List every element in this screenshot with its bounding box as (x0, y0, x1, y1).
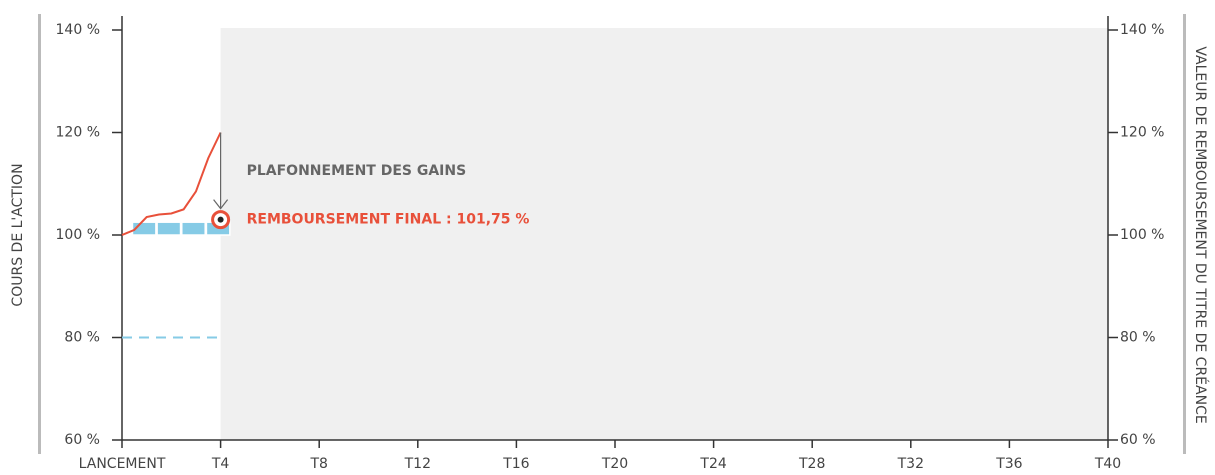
left-edge-bar (38, 14, 41, 454)
y2-tick-label: 60 % (1120, 432, 1156, 448)
page: {"chart_data": {"type": "line", "ylabel"… (0, 0, 1215, 475)
y-tick-label: 80 % (64, 330, 100, 346)
x-tick-label: T12 (404, 456, 431, 472)
x-tick-label: T16 (502, 456, 529, 472)
y2-tick-label: 120 % (1120, 125, 1164, 141)
x-tick-label: LANCEMENT (79, 456, 166, 472)
x-tick-label: T8 (309, 456, 327, 472)
y2-tick-label: 140 % (1120, 22, 1164, 38)
x-tick-label: T32 (897, 456, 924, 472)
final-marker-dot (218, 217, 224, 223)
x-tick-label: T20 (601, 456, 628, 472)
y2-axis-label: VALEUR DE REMBOURSEMENT DU TITRE DE CRÉA… (1192, 46, 1209, 423)
x-tick-label: T36 (995, 456, 1022, 472)
chart: COURS DE L'ACTION VALEUR DE REMBOURSEMEN… (0, 0, 1215, 475)
y-tick-label: 100 % (56, 227, 100, 243)
cap-annotation: PLAFONNEMENT DES GAINS (247, 163, 467, 179)
y2-tick-label: 100 % (1120, 227, 1164, 243)
y2-tick-label: 80 % (1120, 330, 1156, 346)
y-tick-label: 120 % (56, 125, 100, 141)
future-area (221, 28, 1108, 440)
x-tick-label: T4 (211, 456, 230, 472)
final-annotation: REMBOURSEMENT FINAL : 101,75 % (247, 212, 530, 228)
x-tick-label: T40 (1094, 456, 1121, 472)
coupon-bar (182, 222, 205, 235)
y-tick-label: 140 % (56, 22, 100, 38)
coupon-bar (157, 222, 180, 235)
x-tick-label: T24 (699, 456, 726, 472)
y-axis-label: COURS DE L'ACTION (10, 163, 26, 306)
x-tick-label: T28 (798, 456, 825, 472)
price-line (122, 133, 221, 236)
right-edge-bar (1183, 14, 1186, 454)
y-tick-label: 60 % (64, 432, 100, 448)
